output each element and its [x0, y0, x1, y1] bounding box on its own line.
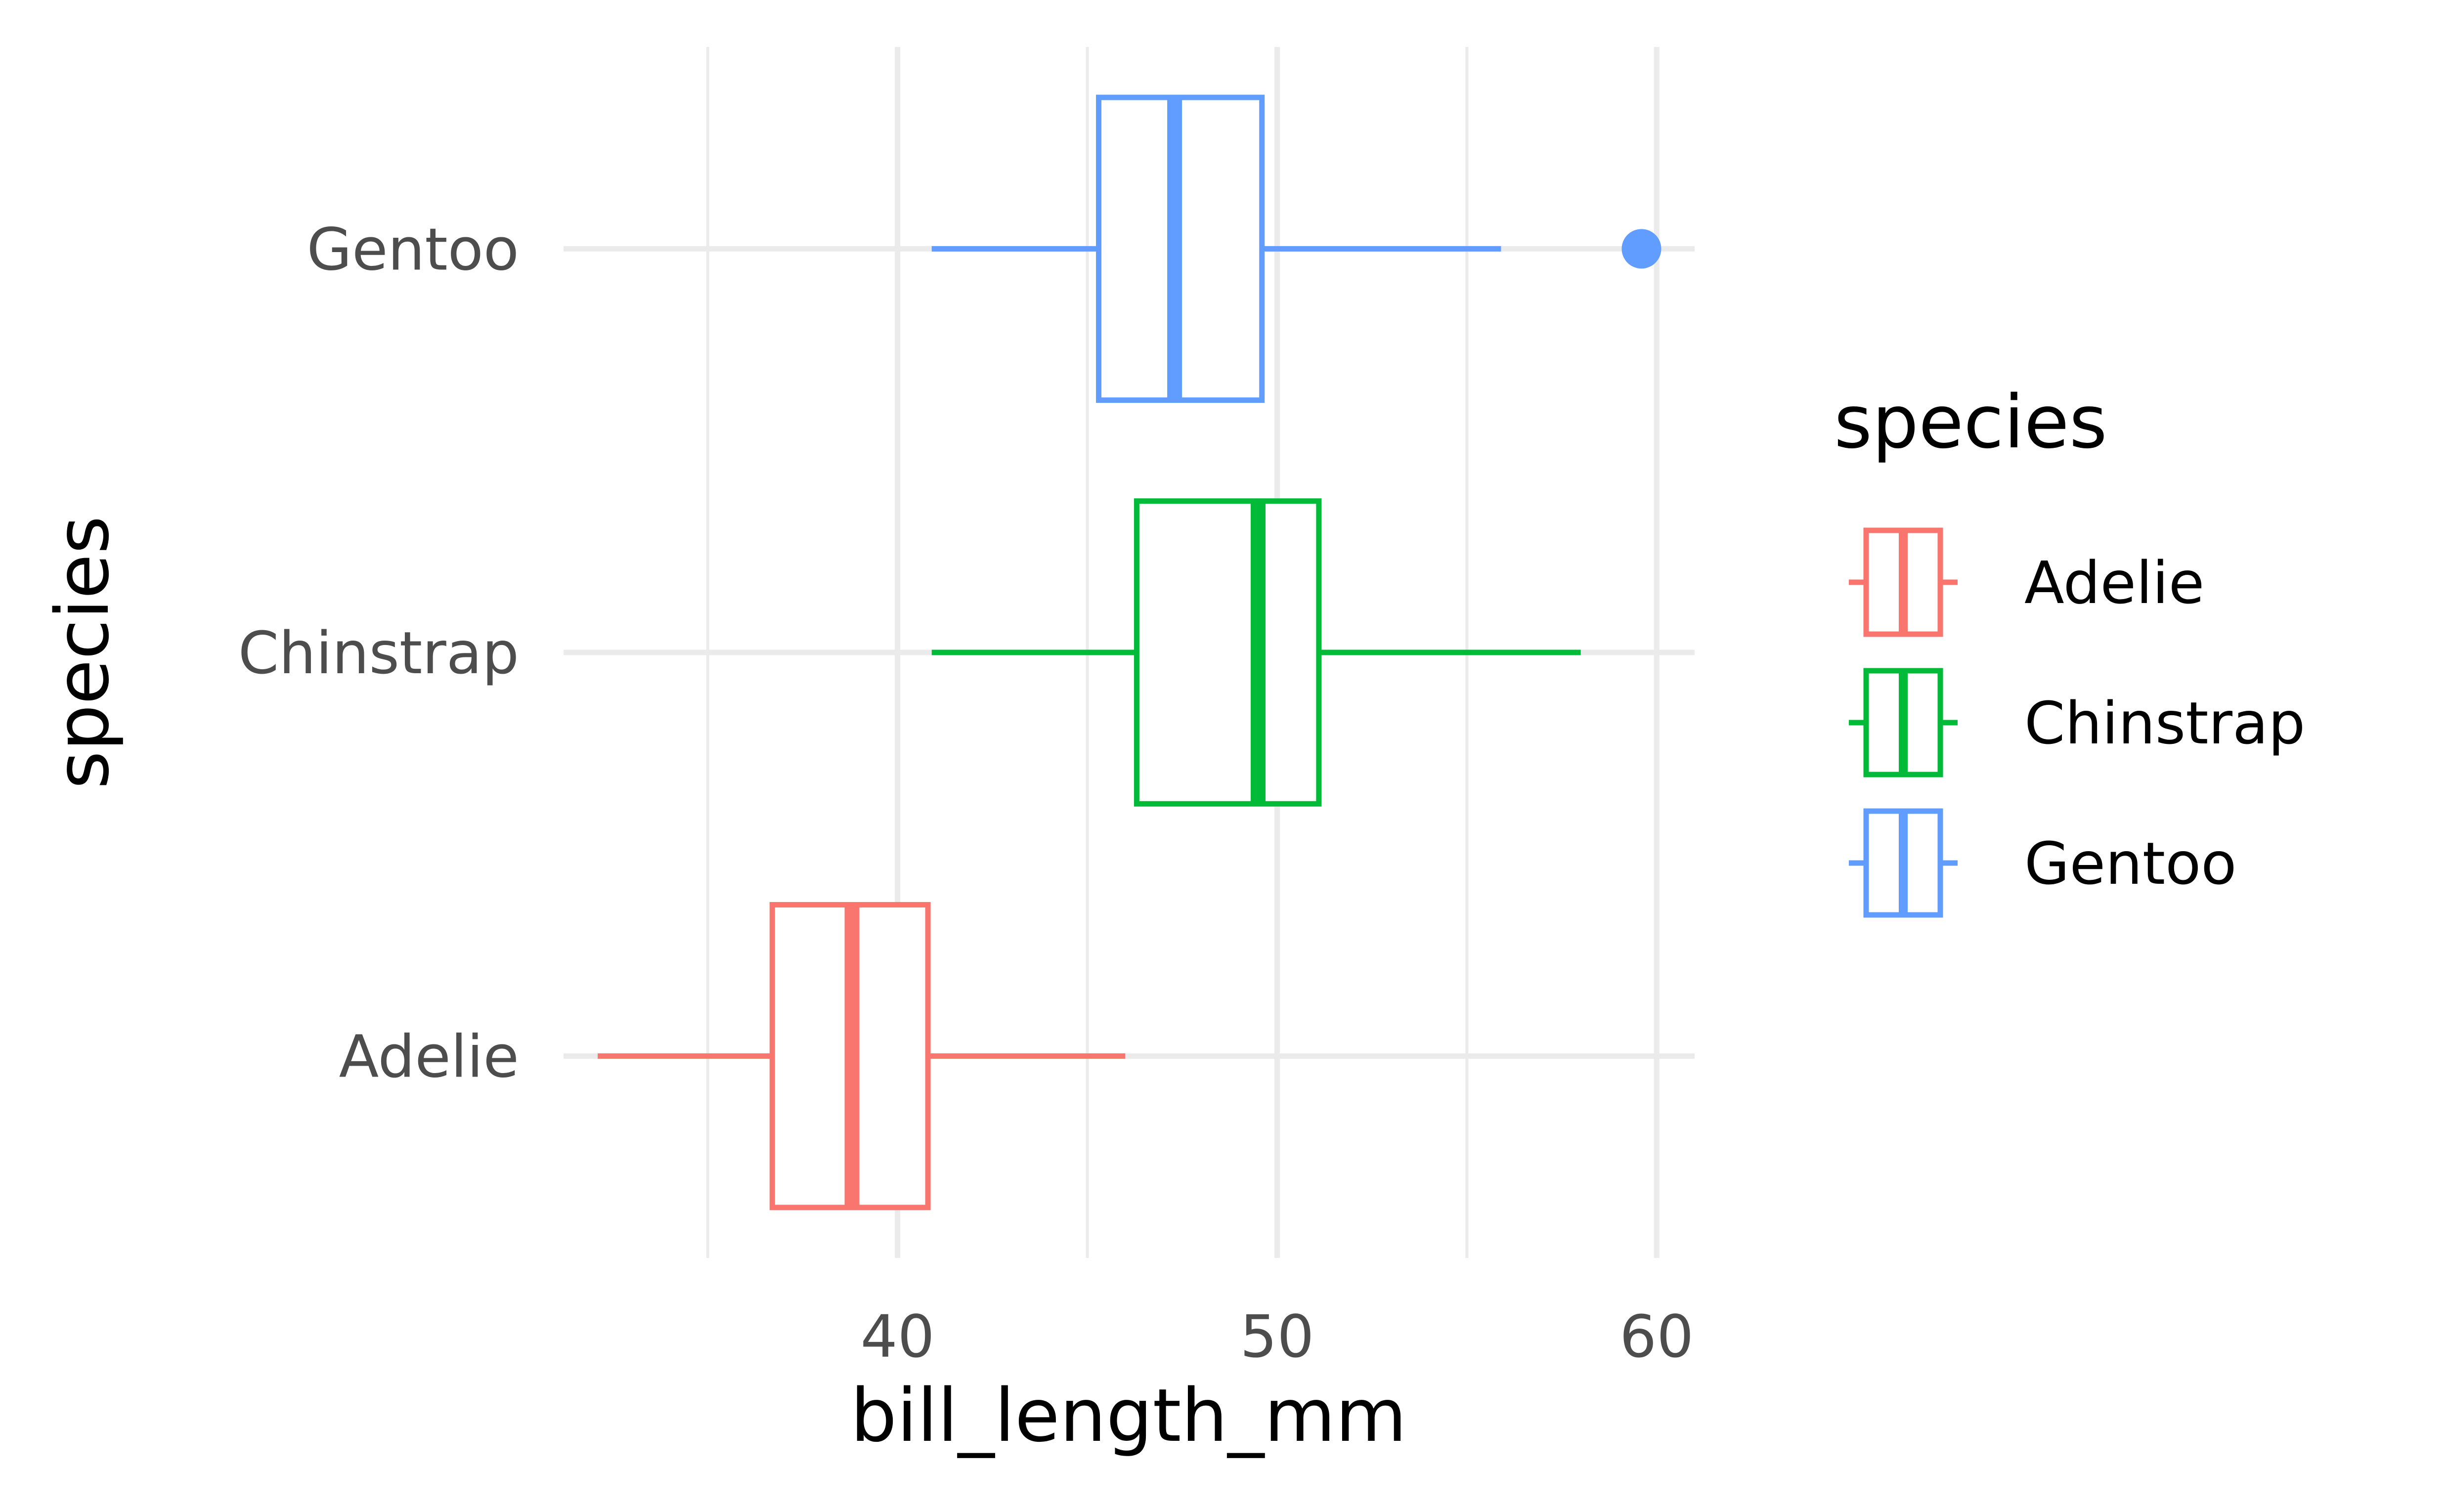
- outlier-point: [1621, 229, 1661, 269]
- y-tick-labels: Adelie Chinstrap Gentoo: [238, 215, 519, 1090]
- iqr-box: [1134, 498, 1322, 807]
- x-axis-title: bill_length_mm: [850, 1373, 1406, 1458]
- legend-key-chinstrap: [1849, 668, 1958, 778]
- y-tick-label: Gentoo: [307, 215, 519, 283]
- y-tick-label: Adelie: [339, 1023, 519, 1091]
- y-tick-label: Chinstrap: [238, 619, 519, 687]
- box-adelie: [598, 902, 1126, 1210]
- legend-label: Gentoo: [2024, 829, 2236, 898]
- legend-key-gentoo: [1849, 808, 1958, 918]
- x-tick-label: 50: [1240, 1302, 1314, 1371]
- x-tick-label: 40: [861, 1302, 935, 1371]
- legend-entries: Adelie Chinstrap Gentoo: [1849, 527, 2305, 918]
- legend-key-adelie: [1849, 527, 1958, 637]
- x-tick-labels: 40 50 60: [861, 1302, 1694, 1371]
- boxes-layer: [598, 94, 1661, 1210]
- box-chinstrap: [931, 498, 1581, 807]
- x-tick-label: 60: [1619, 1302, 1694, 1371]
- legend: species Adelie Chinstrap Gentoo: [1834, 380, 2305, 918]
- legend-title: species: [1834, 380, 2107, 465]
- legend-label: Adelie: [2024, 549, 2204, 617]
- legend-label: Chinstrap: [2024, 689, 2305, 757]
- box-gentoo: [931, 94, 1661, 403]
- y-axis-title: species: [40, 516, 125, 789]
